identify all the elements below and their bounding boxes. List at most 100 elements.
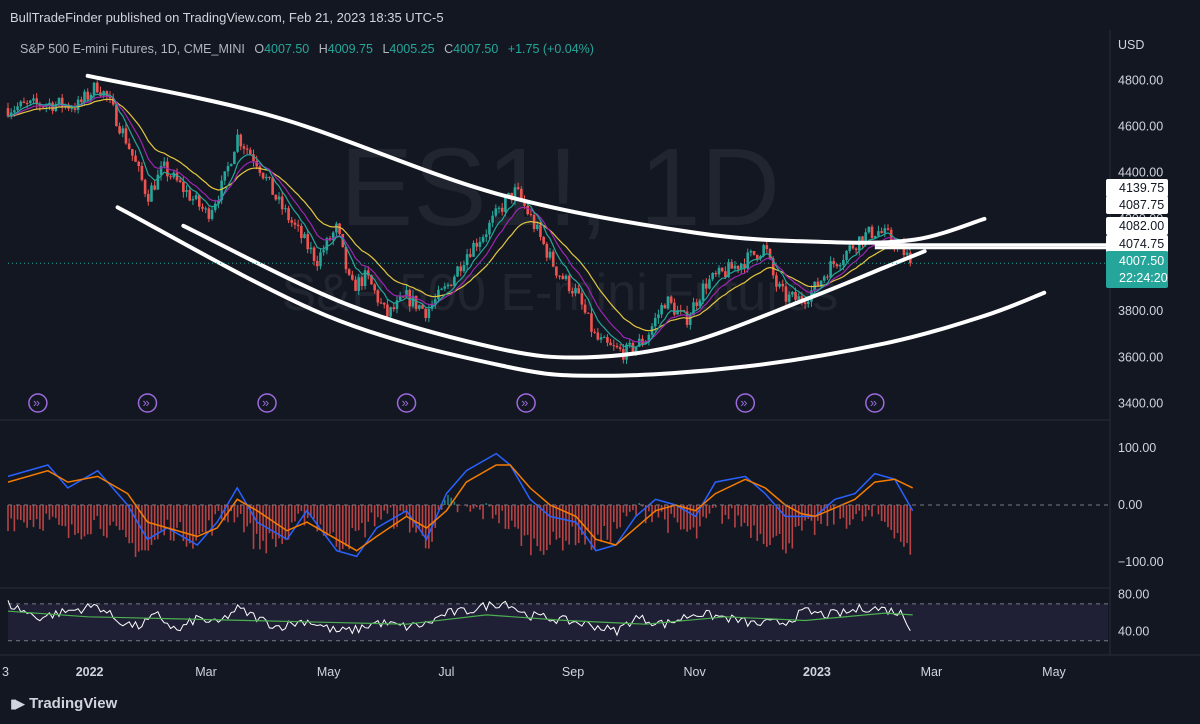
macd-histogram-bar	[48, 505, 51, 520]
candle	[781, 283, 785, 287]
macd-histogram-bar	[469, 505, 472, 512]
low-label: L	[382, 42, 390, 56]
candle	[303, 234, 306, 239]
macd-histogram-bar	[45, 505, 48, 514]
candle	[319, 252, 322, 267]
candle	[775, 275, 778, 287]
macd-histogram-bar	[753, 505, 755, 526]
candle	[363, 270, 367, 287]
macd-histogram-bar	[536, 505, 539, 547]
candle	[233, 151, 236, 165]
candle	[207, 208, 211, 219]
macd-histogram-bar	[179, 505, 181, 522]
macd-histogram-bar	[351, 505, 354, 529]
macd-histogram-bar	[727, 505, 730, 520]
price-label: 4087.75	[1119, 198, 1164, 212]
candle	[787, 294, 791, 302]
macd-histogram-bar	[495, 505, 497, 515]
macd-histogram-bar	[294, 505, 296, 522]
macd-histogram-bar	[255, 505, 258, 534]
macd-histogram-bar	[42, 505, 44, 531]
candle	[593, 331, 596, 333]
candle	[204, 208, 207, 210]
candle	[277, 196, 281, 200]
candle	[596, 332, 600, 340]
candle	[848, 245, 852, 251]
candle	[701, 283, 705, 301]
candle	[730, 262, 734, 269]
candle	[842, 259, 845, 266]
candle	[169, 176, 172, 178]
macd-histogram-bar	[542, 505, 545, 555]
macd-histogram-bar	[437, 505, 440, 510]
macd-histogram-bar	[134, 505, 137, 557]
candle	[338, 223, 341, 235]
macd-histogram-bar	[689, 505, 692, 530]
candle	[711, 273, 714, 280]
candle	[185, 190, 188, 192]
candle	[175, 172, 179, 181]
macd-histogram-bar	[345, 505, 347, 547]
candle	[462, 265, 466, 272]
time-axis-label: Nov	[683, 665, 706, 679]
tradingview-brand[interactable]: ▮▶ TradingView	[10, 695, 117, 712]
candle	[469, 254, 472, 257]
price-label: 4139.75	[1119, 181, 1164, 195]
macd-histogram-bar	[612, 505, 615, 523]
candle	[657, 314, 660, 319]
candle	[127, 143, 131, 150]
candle	[771, 258, 775, 276]
candle	[86, 91, 90, 100]
macd-histogram-bar	[217, 505, 220, 511]
macd-histogram-bar	[715, 505, 717, 508]
candle	[264, 176, 268, 179]
candle	[414, 295, 418, 309]
macd-histogram-bar	[817, 505, 819, 521]
candle	[615, 345, 619, 348]
macd-histogram-bar	[785, 505, 787, 554]
candle	[271, 177, 274, 195]
candle	[239, 134, 243, 147]
macd-histogram-bar	[644, 505, 647, 524]
macd-histogram-bar	[501, 505, 503, 511]
macd-histogram-bar	[70, 505, 73, 525]
macd-histogram-bar	[737, 505, 739, 516]
candle	[300, 226, 303, 239]
macd-histogram-bar	[16, 505, 19, 520]
candle	[727, 262, 730, 278]
candle	[370, 275, 373, 285]
macd-histogram-bar	[485, 503, 488, 505]
price-tick-label: 3800.00	[1118, 304, 1163, 318]
macd-histogram-bar	[370, 505, 373, 513]
candle	[440, 288, 443, 290]
macd-histogram-bar	[734, 505, 736, 528]
macd-histogram-bar	[906, 505, 908, 544]
candle	[555, 266, 558, 276]
macd-histogram-bar	[453, 501, 456, 505]
macd-histogram-bar	[804, 505, 806, 521]
macd-histogram-bar	[657, 505, 660, 518]
candle	[491, 215, 494, 223]
event-icon-glyph: »	[33, 395, 40, 410]
macd-tick-label: 0.00	[1118, 498, 1142, 512]
time-axis-label: May	[1042, 665, 1066, 679]
candle	[867, 226, 871, 233]
event-icon-glyph: »	[870, 395, 877, 410]
candle	[331, 232, 335, 241]
time-axis-label: Mar	[195, 665, 217, 679]
macd-histogram-bar	[475, 505, 478, 508]
candle	[408, 290, 412, 307]
macd-histogram-bar	[444, 499, 446, 505]
macd-histogram-bar	[13, 505, 16, 532]
macd-histogram-bar	[810, 505, 813, 521]
candle	[376, 290, 380, 303]
candle	[306, 234, 310, 250]
event-icon-glyph: »	[521, 395, 528, 410]
macd-histogram-bar	[287, 505, 290, 540]
macd-histogram-bar	[357, 505, 360, 531]
macd-histogram-bar	[673, 505, 676, 518]
trendline-upper-channel	[85, 73, 987, 245]
candle	[845, 250, 848, 260]
macd-histogram-bar	[300, 505, 303, 512]
